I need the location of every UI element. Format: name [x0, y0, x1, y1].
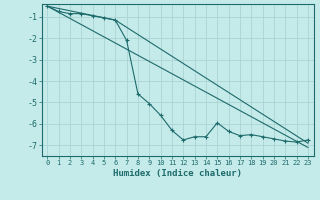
X-axis label: Humidex (Indice chaleur): Humidex (Indice chaleur): [113, 169, 242, 178]
